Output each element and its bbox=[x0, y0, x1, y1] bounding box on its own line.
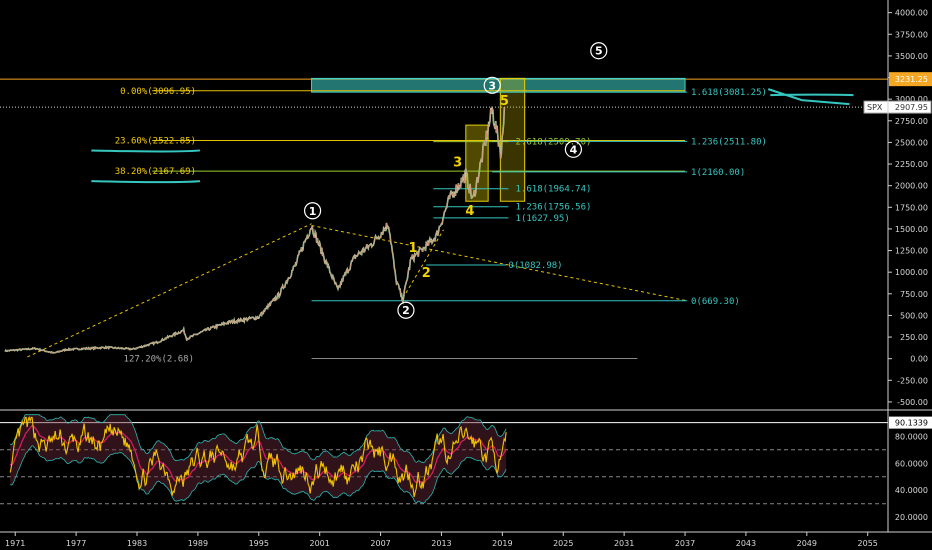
fib-inner-label: 1.618(1964.74) bbox=[516, 185, 592, 195]
x-tick-label: 2043 bbox=[736, 539, 756, 548]
annotation-underline bbox=[91, 149, 201, 153]
y-tick-label: 750.00 bbox=[900, 290, 928, 299]
wave-circle-3 bbox=[483, 76, 501, 94]
wave-label-3: 3 bbox=[488, 79, 496, 92]
price-marker-badge bbox=[889, 72, 932, 87]
symbol-label: SPX bbox=[867, 103, 883, 112]
price-pane: 0.00%(3096.95) 23.60%(2522.85) 38.20%(2167… bbox=[0, 42, 888, 364]
y-tick-label: 2750.00 bbox=[895, 117, 928, 126]
y-tick-label: 1500.00 bbox=[895, 225, 928, 234]
last-price-badge bbox=[863, 100, 932, 114]
y-tick-label: 3500.00 bbox=[895, 52, 928, 61]
x-tick-label: 1977 bbox=[66, 539, 86, 548]
y-tick-label: 1250.00 bbox=[895, 247, 928, 256]
price-marker-label: 3231.25 bbox=[895, 75, 928, 84]
wave-circle-1 bbox=[303, 202, 322, 220]
wave-label-4: 4 bbox=[570, 143, 578, 156]
osc-current-label: 90.1339 bbox=[895, 419, 928, 428]
price-series-line bbox=[4, 105, 506, 354]
x-tick-label: 2019 bbox=[492, 539, 512, 548]
osc-band-fill bbox=[10, 414, 507, 504]
x-tick-label: 1995 bbox=[249, 539, 269, 548]
y-tick-label: -500.00 bbox=[897, 398, 928, 407]
last-price-label: 2907.95 bbox=[895, 103, 928, 112]
wave-minor-2: 2 bbox=[422, 266, 431, 281]
y-tick-label: 2250.00 bbox=[895, 160, 928, 169]
price-axis[interactable]: 4000.003750.003500.003250.003000.002750.… bbox=[863, 9, 932, 407]
x-tick-label: 2031 bbox=[614, 539, 634, 548]
y-tick-label: 3750.00 bbox=[895, 30, 928, 39]
trendline-primary bbox=[27, 223, 312, 358]
fib-inner-label: 1.236(1756.56) bbox=[516, 203, 592, 213]
y-tick-label: -250.00 bbox=[897, 376, 928, 385]
y-tick-label: 2500.00 bbox=[895, 138, 928, 147]
osc-main-line bbox=[9, 415, 507, 498]
osc-y-tick-label: 20.0000 bbox=[895, 513, 928, 522]
fib-left-label: 38.20%(2167.69) bbox=[115, 167, 196, 177]
annotation-arrow-head bbox=[767, 88, 850, 106]
annotation-arrow-shaft bbox=[770, 93, 854, 97]
osc-upper-band bbox=[9, 414, 507, 464]
x-tick-label: 2001 bbox=[310, 539, 330, 548]
time-axis: 1971 1977 1983 1989 1995 2001 2007 2013 2019 2025… bbox=[5, 532, 878, 548]
y-tick-label: 250.00 bbox=[900, 333, 928, 342]
annotation-underline bbox=[91, 180, 201, 184]
fib-right-label: 1(2160.00) bbox=[691, 168, 745, 178]
y-tick-label: 3000.00 bbox=[895, 95, 928, 104]
y-tick-label: 1750.00 bbox=[895, 203, 928, 212]
y-tick-label: 2000.00 bbox=[895, 182, 928, 191]
osc-y-tick-label: 40.0000 bbox=[895, 486, 928, 495]
y-tick-label: 0.00 bbox=[910, 355, 928, 364]
y-tick-label: 500.00 bbox=[900, 311, 928, 320]
y-tick-label: 1000.00 bbox=[895, 268, 928, 277]
y-tick-label: 4000.00 bbox=[895, 9, 928, 18]
wave-minor-1: 1 bbox=[409, 241, 418, 256]
price-series-candles bbox=[4, 107, 505, 354]
fib-right-label: 1.236(2511.80) bbox=[691, 137, 767, 147]
x-tick-label: 1971 bbox=[5, 539, 25, 548]
x-tick-label: 2025 bbox=[553, 539, 573, 548]
trendline-upper bbox=[311, 224, 688, 302]
fib-left-label: 0.00%(3096.95) bbox=[120, 87, 196, 97]
trendline-wave2 bbox=[402, 229, 444, 299]
wave-label-5: 5 bbox=[595, 45, 603, 58]
osc-current-badge bbox=[889, 416, 932, 429]
fib-bottom-label: 127.20%(2.68) bbox=[124, 354, 194, 364]
x-tick-label: 2013 bbox=[431, 539, 451, 548]
fib-right-label: 1.618(3081.25) bbox=[691, 88, 767, 98]
fib-left-label: 23.60%(2522.85) bbox=[115, 136, 196, 146]
wave-label-2: 2 bbox=[402, 304, 410, 317]
osc-y-tick-label: 60.0000 bbox=[895, 459, 928, 468]
x-tick-label: 1989 bbox=[188, 539, 208, 548]
osc-lower-band bbox=[9, 445, 507, 504]
wave-circle-2 bbox=[397, 301, 415, 319]
osc-y-tick-label: 80.0000 bbox=[895, 432, 928, 441]
x-tick-label: 2049 bbox=[797, 539, 817, 548]
fib-inner-label: 1(1627.95) bbox=[516, 214, 570, 224]
fib-right-label: 0(1082.98) bbox=[508, 261, 562, 271]
oscillator-pane: 80.0000 60.0000 40.0000 20.0000 90.1339 bbox=[0, 414, 932, 522]
fib-right-label: 0(669.30) bbox=[691, 297, 740, 307]
x-tick-label: 1983 bbox=[127, 539, 147, 548]
wave-circle-4 bbox=[564, 140, 582, 158]
x-tick-label: 2037 bbox=[675, 539, 695, 548]
wave-label-1: 1 bbox=[309, 205, 317, 218]
wave-minor-3: 3 bbox=[453, 155, 462, 170]
wave-minor-5: 5 bbox=[500, 94, 509, 109]
wave-minor-4: 4 bbox=[465, 204, 474, 219]
wave-box-5 bbox=[499, 77, 526, 202]
x-tick-label: 2055 bbox=[858, 539, 878, 548]
fib-inner-label: 2.618(2509.70) bbox=[516, 138, 592, 148]
x-tick-label: 2007 bbox=[370, 539, 390, 548]
wave-circle-5 bbox=[590, 42, 608, 60]
